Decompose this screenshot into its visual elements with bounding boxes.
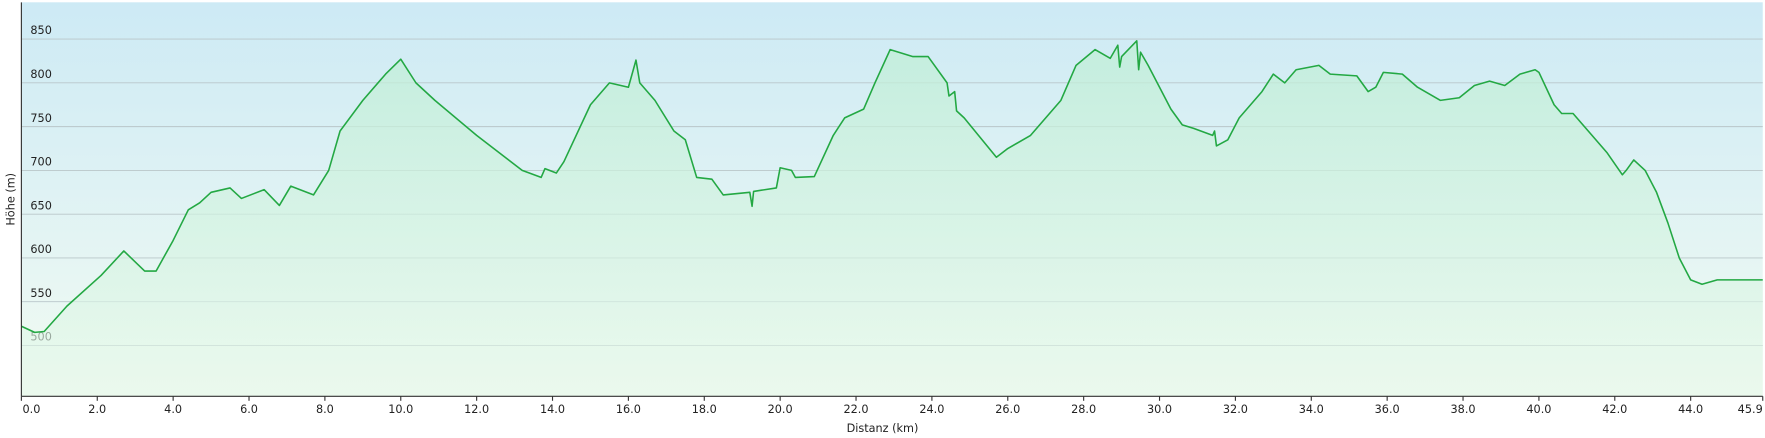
x-tick-label: 28.0 <box>1071 403 1096 416</box>
x-tick-label: 18.0 <box>692 403 717 416</box>
y-tick-label: 750 <box>30 112 51 125</box>
x-axis-title: Distanz (km) <box>847 422 919 435</box>
y-tick-label: 650 <box>30 199 51 212</box>
y-tick-label: 550 <box>30 287 51 300</box>
x-tick-label: 26.0 <box>995 403 1020 416</box>
x-tick-label: 14.0 <box>540 403 565 416</box>
y-tick-label: 600 <box>30 243 51 256</box>
x-tick-label: 38.0 <box>1451 403 1476 416</box>
x-tick-label: 20.0 <box>768 403 793 416</box>
y-tick-label: 800 <box>30 68 51 81</box>
x-tick-label: 2.0 <box>88 403 106 416</box>
x-tick-label: 40.0 <box>1526 403 1551 416</box>
x-tick-label: 32.0 <box>1223 403 1248 416</box>
y-tick-label: 850 <box>30 24 51 37</box>
x-tick-label: 12.0 <box>464 403 489 416</box>
x-tick-label: 22.0 <box>843 403 868 416</box>
x-tick-label: 8.0 <box>316 403 334 416</box>
x-tick-label: 4.0 <box>164 403 182 416</box>
x-tick-label: 45.9 <box>1738 403 1763 416</box>
x-tick-label: 10.0 <box>388 403 413 416</box>
x-tick-label: 24.0 <box>919 403 944 416</box>
y-axis-title: Höhe (m) <box>4 173 17 226</box>
x-tick-label: 0.0 <box>23 403 41 416</box>
x-tick-label: 44.0 <box>1678 403 1703 416</box>
x-tick-label: 6.0 <box>240 403 258 416</box>
elevation-line <box>21 40 1763 334</box>
x-tick-label: 42.0 <box>1602 403 1627 416</box>
x-tick-label: 30.0 <box>1147 403 1172 416</box>
y-tick-label: 700 <box>30 156 51 169</box>
x-tick-label: 16.0 <box>616 403 641 416</box>
area-fill <box>21 40 1763 397</box>
x-tick-label: 34.0 <box>1299 403 1324 416</box>
x-tick-label: 36.0 <box>1375 403 1400 416</box>
